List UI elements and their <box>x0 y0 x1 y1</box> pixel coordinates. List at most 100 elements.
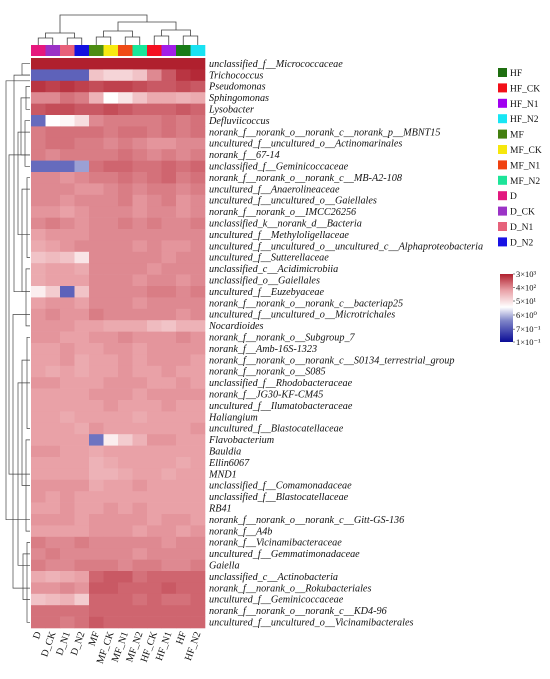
heatmap-cell <box>103 206 119 218</box>
heatmap-cell <box>103 422 119 435</box>
heatmap-cell <box>45 616 61 629</box>
heatmap-cell <box>89 400 104 412</box>
column-dendrogram-branch <box>37 37 54 45</box>
legend-swatch <box>498 191 507 201</box>
heatmap-cell <box>103 172 119 184</box>
heatmap-cell <box>31 263 46 275</box>
heatmap-cell <box>31 559 46 572</box>
heatmap-cell <box>60 308 75 321</box>
heatmap-cell <box>132 434 148 446</box>
heatmap-cell <box>176 400 191 412</box>
heatmap-cell <box>31 172 46 184</box>
heatmap-cell <box>118 548 133 560</box>
column-dendrogram-branch <box>153 35 170 45</box>
heatmap-cell <box>190 194 206 207</box>
heatmap-cell <box>132 559 148 572</box>
heatmap-cell <box>60 331 75 344</box>
heatmap-cell <box>190 593 206 606</box>
heatmap-cell <box>74 274 90 287</box>
legend-swatch <box>498 175 507 185</box>
heatmap-cell <box>118 331 133 344</box>
row-label: unclassified_c__Acidimicrobiia <box>209 264 338 275</box>
heatmap-cell <box>103 605 119 617</box>
heatmap-cell <box>103 502 119 515</box>
row-dendrogram-branch <box>12 314 30 589</box>
heatmap-cell <box>176 286 191 298</box>
heatmap-cell <box>190 69 206 82</box>
heatmap-cell <box>190 115 206 127</box>
heatmap-cell <box>103 194 119 207</box>
group-legend: HF HF_CK HF_N1 HF_N2 MF MF_CK MF_N1 MF_N2 D D_CK D… <box>498 68 542 248</box>
row-dendrogram-branch <box>24 120 30 167</box>
legend-label: HF_CK <box>510 84 540 94</box>
heatmap-cell <box>132 308 148 321</box>
heatmap-cell <box>103 92 119 104</box>
heatmap-cell <box>103 457 119 469</box>
heatmap-cell <box>103 183 119 196</box>
heatmap-cell <box>74 422 90 435</box>
heatmap-cell <box>190 229 206 241</box>
heatmap-cell <box>103 217 119 230</box>
heatmap-cell <box>118 388 133 401</box>
heatmap-cell <box>147 103 162 116</box>
heatmap-cell <box>60 605 75 617</box>
heatmap-cell <box>74 605 90 617</box>
heatmap-cell <box>45 92 61 104</box>
heatmap-cell <box>147 92 162 104</box>
heatmap-cell <box>147 115 162 127</box>
heatmap-cell <box>89 137 104 150</box>
heatmap-cell <box>118 514 133 526</box>
heatmap-cell <box>132 229 148 241</box>
heatmap-cell <box>147 286 162 298</box>
heatmap-cell <box>60 434 75 446</box>
heatmap-cell <box>132 354 148 367</box>
heatmap-cell <box>176 377 191 389</box>
heatmap-cell <box>74 377 90 389</box>
heatmap-cell <box>74 331 90 344</box>
heatmap-cell <box>89 502 104 515</box>
row-label: unclassified_c__Actinobacteria <box>209 572 338 583</box>
row-dendrogram-branch <box>25 268 30 327</box>
heatmap-cell <box>103 320 119 332</box>
heatmap-cell <box>132 582 148 595</box>
row-label: norank_f__norank_o__norank_c__bacteriap2… <box>209 298 403 309</box>
heatmap-cell <box>103 445 119 458</box>
heatmap-cell <box>31 343 46 355</box>
heatmap-cell <box>74 593 90 606</box>
heatmap-cell <box>161 445 177 458</box>
heatmap-cell <box>118 536 133 549</box>
heatmap-cell <box>89 411 104 424</box>
heatmap-cell <box>176 445 191 458</box>
heatmap-cell <box>89 445 104 458</box>
heatmap-cell <box>161 69 177 82</box>
legend-label: HF_N2 <box>510 115 539 125</box>
heatmap-cell <box>132 536 148 549</box>
heatmap-cell <box>118 217 133 230</box>
heatmap-cell <box>176 172 191 184</box>
heatmap-cell <box>60 80 75 93</box>
heatmap-cell <box>45 206 61 218</box>
heatmap-cell <box>118 479 133 492</box>
heatmap-cell <box>132 377 148 389</box>
heatmap-cell <box>60 115 75 127</box>
legend-label: MF_N1 <box>510 161 540 171</box>
heatmap-cell <box>60 92 75 104</box>
heatmap-cell <box>60 229 75 241</box>
heatmap-cell <box>31 457 46 469</box>
row-label: norank_f__norank_o__norank_c__Gitt-GS-13… <box>209 515 405 526</box>
group-strip-cell <box>132 45 148 56</box>
heatmap-cell <box>147 571 162 583</box>
heatmap-cell <box>161 457 177 469</box>
heatmap-cell <box>31 479 46 492</box>
heatmap-cell <box>161 365 177 378</box>
heatmap-cell <box>60 320 75 332</box>
heatmap-cell <box>45 160 61 173</box>
row-label: Haliangium <box>208 412 258 423</box>
heatmap-cell <box>89 536 104 549</box>
heatmap-cell <box>60 582 75 595</box>
legend-swatch <box>498 160 507 170</box>
heatmap-cell <box>103 115 119 127</box>
heatmap-cell <box>45 308 61 321</box>
heatmap-cell <box>89 468 104 481</box>
heatmap-cell <box>89 616 104 629</box>
